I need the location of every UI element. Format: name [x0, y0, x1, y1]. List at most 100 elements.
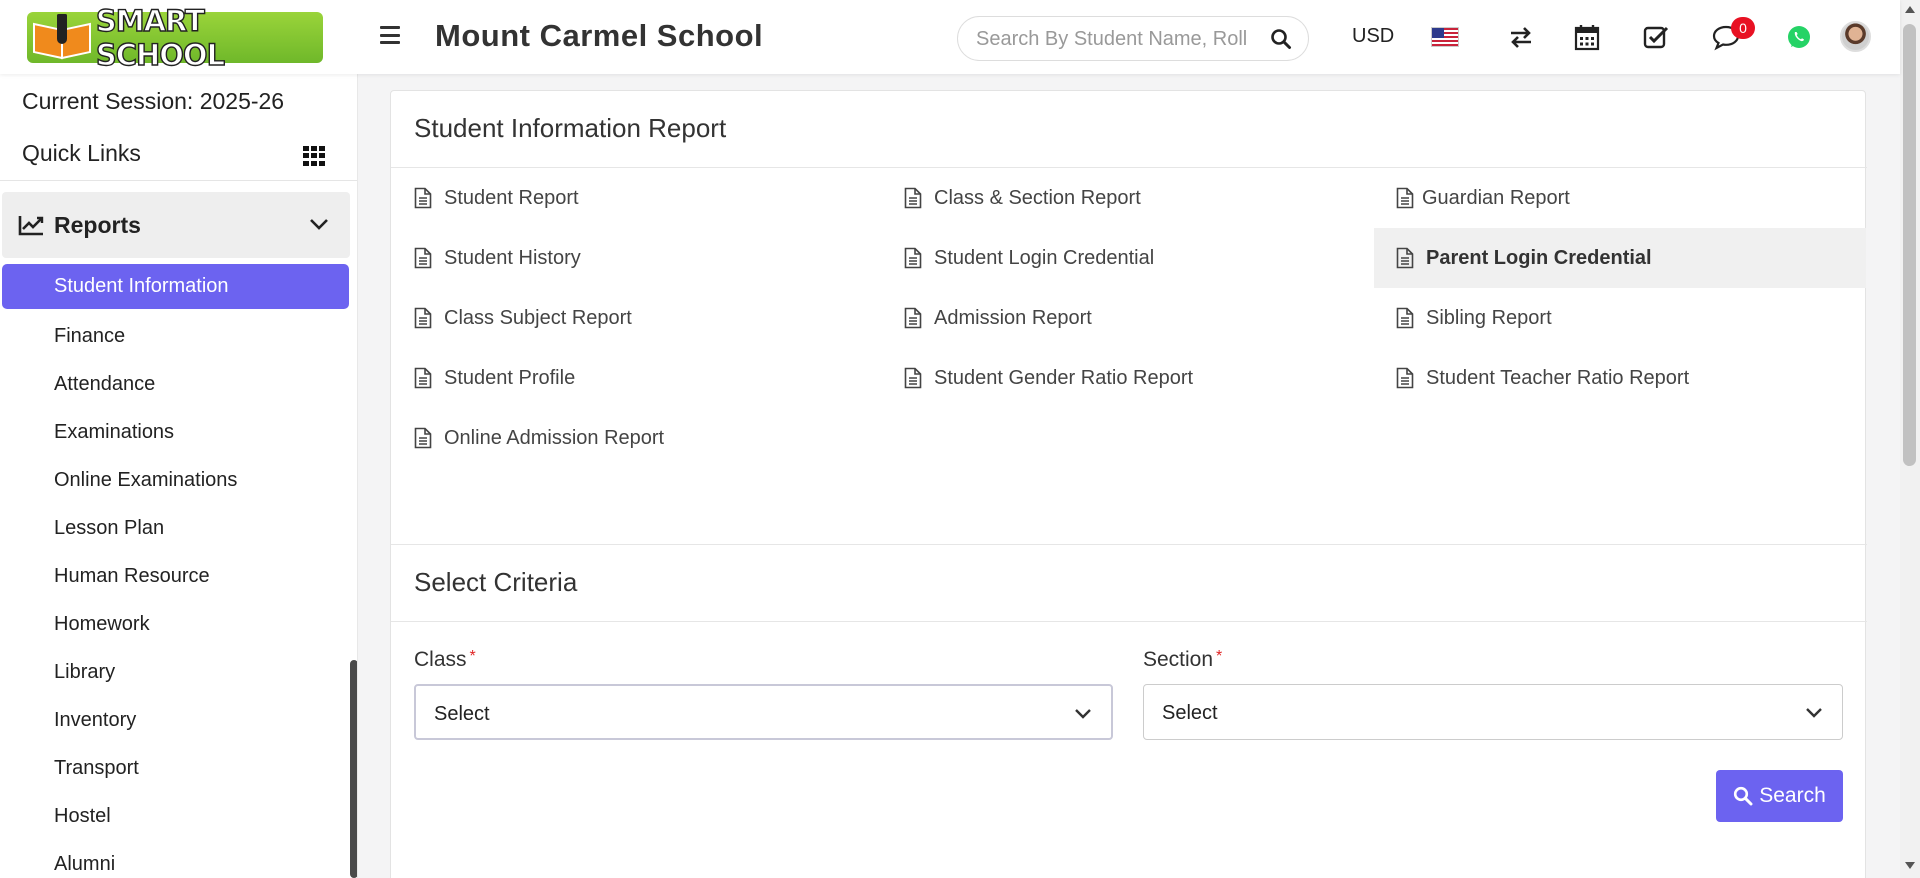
document-icon [1396, 187, 1414, 209]
sidebar-item-homework[interactable]: Homework [54, 613, 150, 635]
criteria-divider [391, 621, 1867, 622]
report-link-class-section-report[interactable]: Class & Section Report [904, 168, 1364, 228]
title-divider [391, 167, 1867, 168]
scroll-down-icon[interactable] [1905, 862, 1915, 869]
current-session[interactable]: Current Session: 2025-26 [22, 88, 285, 114]
calendar-icon[interactable] [1572, 22, 1602, 52]
sidebar-item-online-examinations[interactable]: Online Examinations [54, 469, 238, 491]
report-link-admission-report[interactable]: Admission Report [904, 288, 1364, 348]
sidebar-item-lesson-plan[interactable]: Lesson Plan [54, 517, 165, 539]
document-icon [414, 247, 432, 269]
swap-icon[interactable] [1506, 22, 1536, 52]
report-link-student-login-credential[interactable]: Student Login Credential [904, 228, 1364, 288]
sidebar-item-library[interactable]: Library [54, 661, 116, 683]
currency-selector[interactable]: USD [1352, 25, 1395, 47]
sidebar: Current Session: 2025-26 Quick Links Rep… [0, 74, 358, 878]
document-icon [904, 307, 922, 329]
class-field-label: Class * [414, 648, 476, 672]
report-link-label: Parent Login Credential [1426, 246, 1652, 269]
document-icon [904, 247, 922, 269]
sidebar-item-alumni[interactable]: Alumni [54, 853, 116, 875]
report-link-label: Admission Report [934, 306, 1092, 329]
quick-links[interactable]: Quick Links [22, 140, 141, 166]
report-link-online-admission-report[interactable]: Online Admission Report [414, 408, 874, 468]
document-icon [414, 307, 432, 329]
search-icon[interactable] [1270, 28, 1292, 50]
report-link-student-history[interactable]: Student History [414, 228, 874, 288]
sidebar-scrollbar[interactable] [350, 660, 357, 878]
sidebar-item-transport[interactable]: Transport [54, 757, 139, 779]
report-link-label: Class & Section Report [934, 186, 1141, 209]
sidebar-item-finance[interactable]: Finance [54, 325, 126, 347]
sidebar-item-inventory[interactable]: Inventory [54, 709, 137, 731]
report-link-student-report[interactable]: Student Report [414, 168, 874, 228]
search-button[interactable]: Search [1716, 770, 1843, 822]
report-link-label: Student Login Credential [934, 246, 1155, 269]
section-divider [391, 544, 1867, 545]
page-scrollbar-thumb[interactable] [1903, 24, 1916, 466]
document-icon [1396, 367, 1414, 389]
sidebar-item-examinations[interactable]: Examinations [54, 421, 175, 443]
document-icon [904, 187, 922, 209]
search-input[interactable] [976, 27, 1246, 51]
sidebar-section-reports[interactable]: Reports [2, 192, 350, 258]
notification-badge: 0 [1731, 17, 1755, 39]
report-title: Student Information Report [414, 113, 727, 143]
chevron-down-icon[interactable] [308, 214, 330, 234]
chevron-down-icon [1806, 708, 1822, 718]
logo-text: SMART SCHOOL [95, 3, 226, 72]
sidebar-item-hostel[interactable]: Hostel [54, 805, 111, 827]
report-link-label: Guardian Report [1422, 186, 1570, 209]
sidebar-item-human-resource[interactable]: Human Resource [54, 565, 210, 587]
app-logo[interactable]: SMART SCHOOL [27, 3, 323, 72]
student-search[interactable] [957, 16, 1309, 61]
grid-icon[interactable] [303, 146, 325, 166]
document-icon [414, 187, 432, 209]
line-chart-icon [18, 216, 44, 236]
criteria-title: Select Criteria [414, 567, 578, 597]
report-link-student-teacher-ratio-report[interactable]: Student Teacher Ratio Report [1396, 348, 1866, 408]
search-button-label: Search [1759, 784, 1826, 807]
class-select[interactable]: Select [414, 684, 1113, 740]
document-icon [1396, 247, 1414, 269]
report-link-label: Student History [444, 246, 581, 269]
section-select[interactable]: Select [1143, 684, 1843, 740]
sidebar-item-student-information[interactable]: Student Information [2, 264, 349, 309]
report-link-student-gender-ratio-report[interactable]: Student Gender Ratio Report [904, 348, 1364, 408]
report-link-label: Student Report [444, 186, 579, 209]
book-logo-icon [27, 12, 92, 63]
scroll-up-icon[interactable] [1905, 6, 1915, 13]
report-link-label: Student Teacher Ratio Report [1426, 366, 1690, 389]
document-icon [414, 427, 432, 449]
report-link-label: Class Subject Report [444, 306, 632, 329]
section-select-value: Select [1162, 702, 1218, 724]
report-link-guardian-report[interactable]: Guardian Report [1396, 168, 1866, 228]
document-icon [1396, 307, 1414, 329]
sidebar-divider [0, 180, 357, 181]
menu-icon[interactable] [380, 26, 400, 44]
section-field-label: Section * [1143, 648, 1222, 672]
sidebar-item-attendance[interactable]: Attendance [54, 373, 156, 395]
report-link-sibling-report[interactable]: Sibling Report [1396, 288, 1866, 348]
document-icon [904, 367, 922, 389]
document-icon [414, 367, 432, 389]
whatsapp-icon[interactable] [1784, 22, 1814, 52]
us-flag-icon[interactable] [1431, 27, 1459, 47]
report-link-label: Sibling Report [1426, 306, 1552, 329]
search-icon [1734, 786, 1753, 806]
top-header: SMART SCHOOL Mount Carmel School USD 0 [0, 0, 1900, 74]
sidebar-nav-list: Student Information Finance Attendance E… [0, 264, 357, 878]
section-label-text: Section [1143, 648, 1214, 671]
chevron-down-icon [1075, 709, 1091, 719]
report-link-parent-login-credential[interactable]: Parent Login Credential [1374, 228, 1866, 288]
required-mark: * [469, 648, 476, 665]
avatar[interactable] [1840, 21, 1871, 52]
report-link-label: Student Profile [444, 366, 576, 389]
report-link-student-profile[interactable]: Student Profile [414, 348, 874, 408]
class-select-value: Select [434, 703, 490, 725]
school-name: Mount Carmel School [435, 18, 764, 53]
sidebar-section-label: Reports [54, 212, 141, 238]
report-panel: Student Information Report Student Repor… [390, 90, 1867, 878]
checkbox-icon[interactable] [1641, 22, 1671, 52]
report-link-class-subject-report[interactable]: Class Subject Report [414, 288, 874, 348]
